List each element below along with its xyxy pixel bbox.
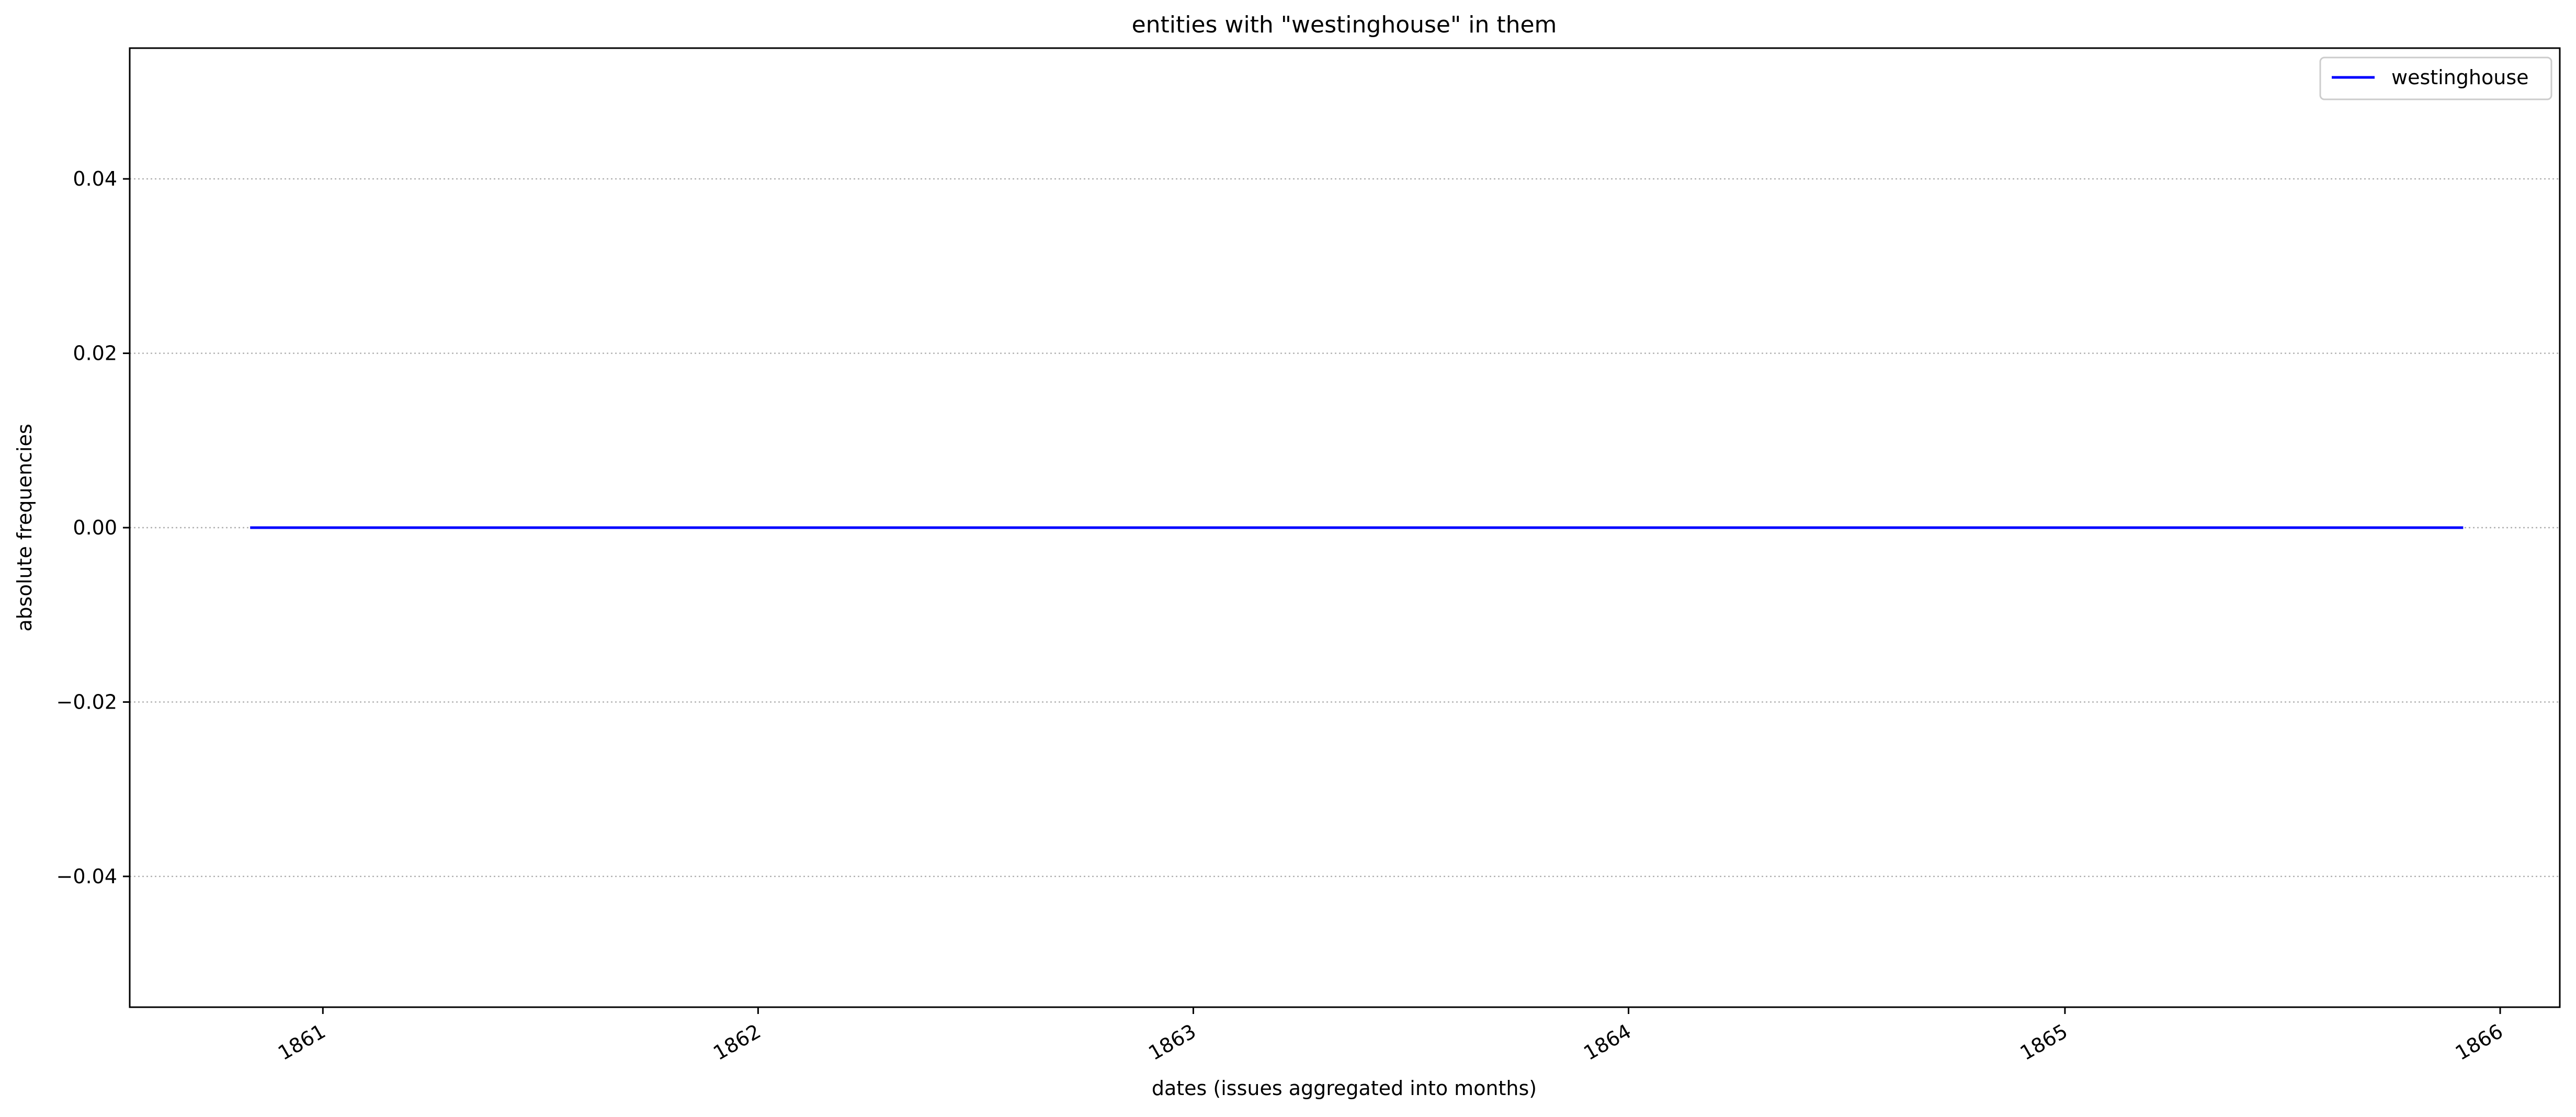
y-axis: −0.04 −0.02 0.00 0.02 0.04 bbox=[56, 167, 130, 888]
legend-frame bbox=[2319, 56, 2552, 100]
chart-title: entities with "westinghouse" in them bbox=[1132, 12, 1557, 38]
y-tick-label: 0.04 bbox=[73, 167, 117, 190]
legend: westinghouse bbox=[2319, 56, 2552, 100]
x-axis-label: dates (issues aggregated into months) bbox=[1152, 1077, 1537, 1100]
y-tick-label: 0.02 bbox=[73, 342, 117, 365]
y-tick-label: −0.04 bbox=[56, 865, 117, 888]
legend-label: westinghouse bbox=[2391, 66, 2529, 89]
y-axis-label: absolute frequencies bbox=[13, 424, 36, 631]
y-tick-label: −0.02 bbox=[56, 690, 117, 713]
y-tick-label: 0.00 bbox=[73, 516, 117, 539]
